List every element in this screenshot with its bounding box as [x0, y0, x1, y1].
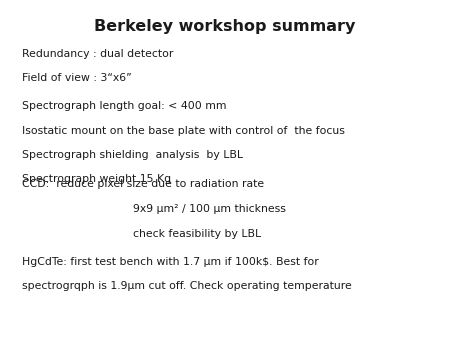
Text: 9x9 μm² / 100 μm thickness: 9x9 μm² / 100 μm thickness: [133, 204, 286, 215]
Text: Spectrograph weight 15 Kg: Spectrograph weight 15 Kg: [22, 174, 171, 185]
Text: spectrogrqph is 1.9μm cut off. Check operating temperature: spectrogrqph is 1.9μm cut off. Check ope…: [22, 281, 351, 291]
Text: Redundancy : dual detector: Redundancy : dual detector: [22, 49, 173, 59]
Text: Berkeley workshop summary: Berkeley workshop summary: [94, 19, 356, 33]
Text: Spectrograph length goal: < 400 mm: Spectrograph length goal: < 400 mm: [22, 101, 226, 112]
Text: Spectrograph shielding  analysis  by LBL: Spectrograph shielding analysis by LBL: [22, 150, 243, 160]
Text: Field of view : 3“x6”: Field of view : 3“x6”: [22, 73, 131, 83]
Text: Isostatic mount on the base plate with control of  the focus: Isostatic mount on the base plate with c…: [22, 126, 345, 136]
Text: check feasibility by LBL: check feasibility by LBL: [133, 229, 261, 239]
Text: HgCdTe: first test bench with 1.7 μm if 100k$. Best for: HgCdTe: first test bench with 1.7 μm if …: [22, 257, 318, 267]
Text: CCD:  reduce pixel size due to radiation rate: CCD: reduce pixel size due to radiation …: [22, 179, 264, 189]
